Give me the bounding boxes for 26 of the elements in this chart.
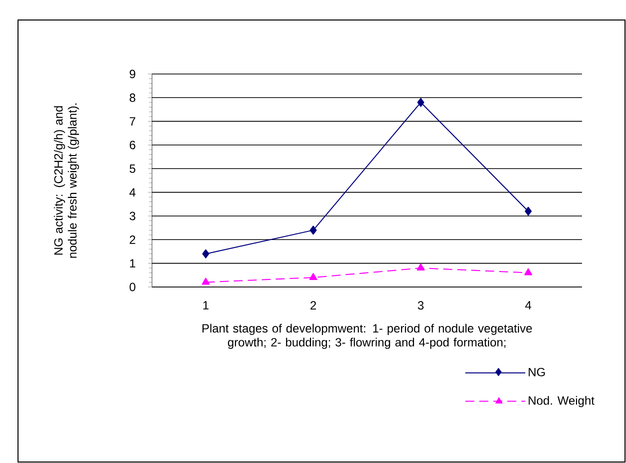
point — [524, 268, 532, 276]
point — [417, 98, 424, 107]
y-tick-label: 0 — [130, 282, 136, 292]
legend-label: Nod. Weight — [528, 396, 594, 408]
y-tick-label: 8 — [130, 93, 136, 102]
x-tick-label: 1 — [203, 301, 208, 310]
y-tick-label: 1 — [130, 259, 136, 268]
y-tick-label: 6 — [130, 140, 136, 150]
point — [202, 249, 210, 258]
y-tick-label: 7 — [130, 117, 136, 126]
x-tick-label: 2 — [310, 301, 316, 310]
y-tick-label: 2 — [130, 235, 136, 244]
y-tick-label: 5 — [130, 164, 136, 173]
y-tick-label: 4 — [129, 188, 136, 196]
y-tick-label: 3 — [130, 212, 136, 220]
point — [416, 264, 425, 271]
point — [202, 278, 210, 285]
x-tick-label: 3 — [418, 301, 424, 310]
point — [310, 226, 317, 235]
point — [309, 273, 318, 280]
legend-label: NG — [528, 368, 545, 376]
y-axis-title: NG activity: (C2H2/g/h) and nodule fresh weight (g/plant). — [54, 104, 80, 258]
x-tick-label: 4 — [525, 301, 532, 310]
y-tick-label: 9 — [130, 70, 136, 78]
x-axis-title: Plant stages of developmwent: 1- period of nodule vegetative growth; 2- budding; 3- flowring and 4-pod formation; — [202, 324, 532, 349]
point — [524, 206, 532, 216]
